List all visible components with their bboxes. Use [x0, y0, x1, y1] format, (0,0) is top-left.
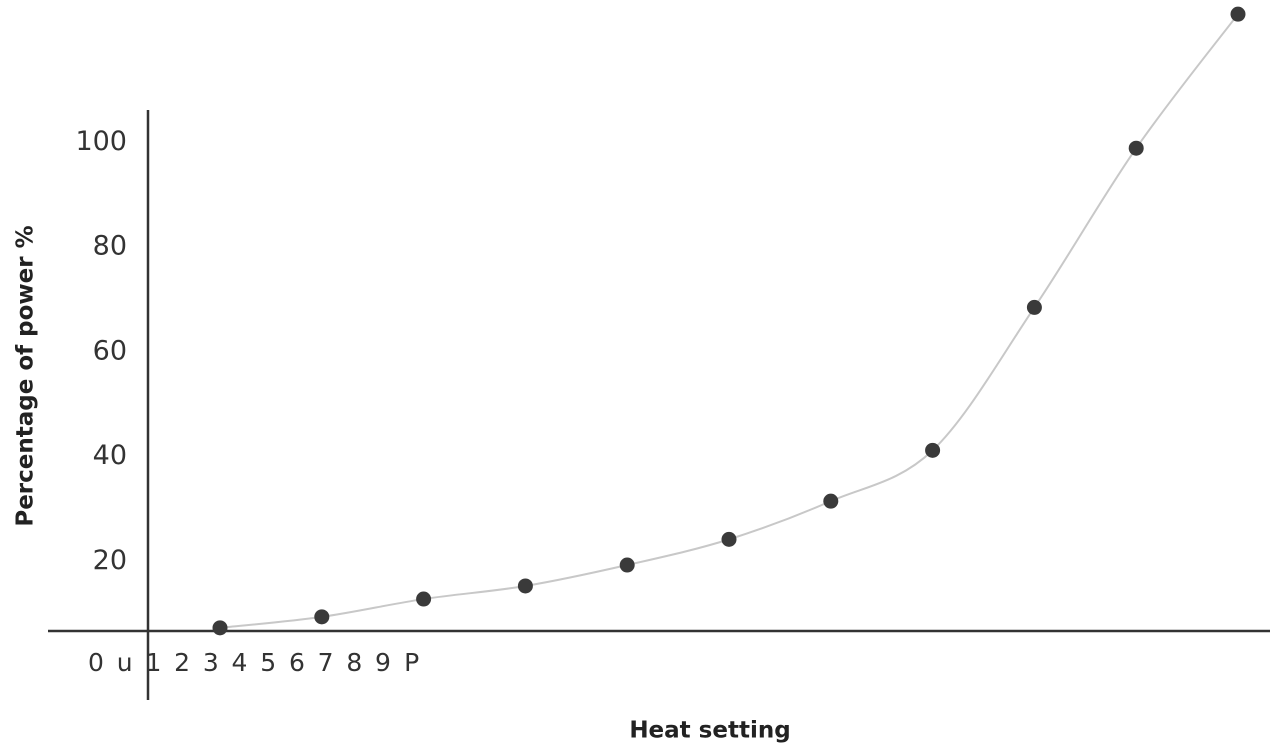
- x-tick-label: 2: [174, 648, 190, 677]
- x-tick-label: 7: [318, 648, 334, 677]
- x-tick-label: 9: [375, 648, 391, 677]
- data-point: [925, 442, 941, 458]
- x-tick-label: P: [404, 648, 419, 677]
- x-tick-label: 1: [145, 648, 161, 677]
- data-point: [212, 620, 228, 636]
- trend-line: [219, 13, 1239, 629]
- data-point: [416, 591, 432, 607]
- data-point: [619, 557, 635, 573]
- y-tick-label: 20: [93, 545, 127, 576]
- x-tick-label: 3: [203, 648, 219, 677]
- data-point: [1128, 140, 1144, 156]
- x-tick-label: 0: [88, 648, 104, 677]
- x-tick-label: u: [117, 648, 133, 677]
- data-point: [1230, 6, 1246, 22]
- y-axis-title: Percentage of power %: [13, 225, 39, 526]
- y-tick-label: 100: [75, 126, 127, 157]
- data-point: [1026, 299, 1042, 315]
- data-point: [823, 493, 839, 509]
- data-point: [314, 609, 330, 625]
- y-tick-label: 40: [93, 440, 127, 471]
- x-tick-label: 4: [232, 648, 248, 677]
- y-tick-label: 60: [93, 335, 127, 366]
- y-tick-label: 80: [93, 231, 127, 262]
- data-point: [517, 578, 533, 594]
- x-tick-label: 8: [346, 648, 362, 677]
- x-tick-label: 6: [289, 648, 305, 677]
- x-tick-label: 5: [260, 648, 276, 677]
- x-axis-title: Heat setting: [629, 718, 790, 744]
- data-point: [721, 531, 737, 547]
